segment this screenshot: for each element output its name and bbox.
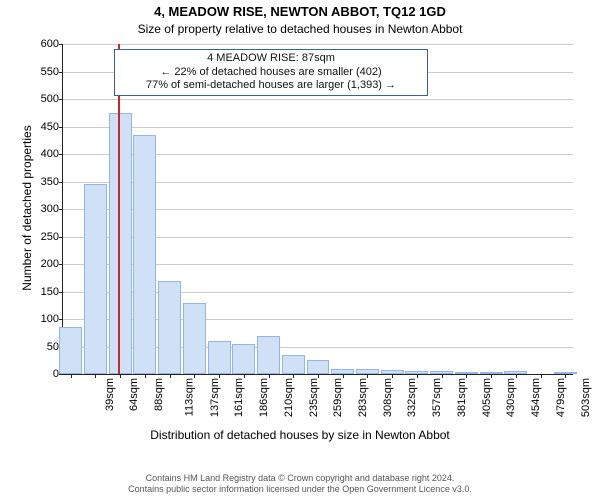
chart-x-tick-label: 405sqm xyxy=(481,378,493,417)
chart-x-tick-label: 479sqm xyxy=(555,378,567,417)
chart-x-tick-mark xyxy=(71,374,72,378)
chart-x-tick-mark xyxy=(516,374,517,378)
chart-y-tick-label: 350 xyxy=(41,176,63,188)
chart-x-axis-label: Distribution of detached houses by size … xyxy=(0,428,600,442)
chart-annotation-line: ← 22% of detached houses are smaller (40… xyxy=(121,66,421,80)
chart-x-tick-label: 137sqm xyxy=(209,378,221,417)
chart-x-tick-label: 259sqm xyxy=(332,378,344,417)
chart-y-tick-label: 250 xyxy=(41,231,63,243)
chart-x-tick-label: 235sqm xyxy=(308,378,320,417)
chart-x-tick-label: 88sqm xyxy=(153,378,165,411)
chart-x-tick-label: 381sqm xyxy=(456,378,468,417)
chart-title-main: 4, MEADOW RISE, NEWTON ABBOT, TQ12 1GD xyxy=(0,4,600,19)
chart-bar xyxy=(232,344,255,374)
chart-x-tick-label: 210sqm xyxy=(283,378,295,417)
chart-y-tick-label: 100 xyxy=(41,313,63,325)
chart-x-tick-mark xyxy=(367,374,368,378)
chart-x-tick-mark xyxy=(417,374,418,378)
chart-x-tick-mark xyxy=(194,374,195,378)
chart-x-tick-mark xyxy=(343,374,344,378)
chart-x-tick-label: 454sqm xyxy=(530,378,542,417)
chart-y-tick-label: 500 xyxy=(41,93,63,105)
chart-x-tick-mark xyxy=(491,374,492,378)
chart-bar xyxy=(282,355,305,374)
chart-grid-line xyxy=(63,127,573,128)
chart-bar xyxy=(59,327,82,374)
chart-footer: Contains HM Land Registry data © Crown c… xyxy=(0,473,600,494)
chart-annotation-box: 4 MEADOW RISE: 87sqm← 22% of detached ho… xyxy=(114,49,428,96)
chart-bar xyxy=(307,360,330,374)
chart-y-tick-label: 550 xyxy=(41,66,63,78)
chart-grid-line xyxy=(63,44,573,45)
chart-x-tick-mark xyxy=(120,374,121,378)
chart-x-tick-mark xyxy=(565,374,566,378)
chart-bar xyxy=(257,336,280,375)
chart-title-sub: Size of property relative to detached ho… xyxy=(0,22,600,36)
chart-x-tick-label: 161sqm xyxy=(233,378,245,417)
chart-x-tick-mark xyxy=(466,374,467,378)
chart-bar xyxy=(158,281,181,375)
chart-y-tick-label: 400 xyxy=(41,148,63,160)
chart-y-tick-label: 450 xyxy=(41,121,63,133)
chart-plot-area: 05010015020025030035040045050055060039sq… xyxy=(62,44,573,375)
chart-footer-line: Contains public sector information licen… xyxy=(0,484,600,494)
chart-y-tick-label: 150 xyxy=(41,286,63,298)
chart-y-tick-label: 300 xyxy=(41,203,63,215)
chart-x-tick-label: 186sqm xyxy=(258,378,270,417)
chart-x-tick-mark xyxy=(541,374,542,378)
chart-x-tick-label: 332sqm xyxy=(407,378,419,417)
chart-bar xyxy=(109,113,132,374)
chart-x-tick-mark xyxy=(442,374,443,378)
chart-x-tick-mark xyxy=(170,374,171,378)
chart-bar xyxy=(183,303,206,375)
chart-x-tick-mark xyxy=(244,374,245,378)
chart-x-tick-label: 283sqm xyxy=(357,378,369,417)
chart-x-tick-mark xyxy=(269,374,270,378)
chart-bar xyxy=(84,184,107,374)
chart-y-axis-label: Number of detached properties xyxy=(20,123,34,293)
chart-x-tick-label: 430sqm xyxy=(506,378,518,417)
chart-footer-line: Contains HM Land Registry data © Crown c… xyxy=(0,473,600,483)
chart-x-tick-mark xyxy=(392,374,393,378)
chart-x-tick-label: 39sqm xyxy=(104,378,116,411)
chart-x-tick-mark xyxy=(145,374,146,378)
chart-y-tick-label: 600 xyxy=(41,38,63,50)
chart-x-tick-mark xyxy=(219,374,220,378)
chart-y-tick-label: 200 xyxy=(41,258,63,270)
chart-annotation-line: 4 MEADOW RISE: 87sqm xyxy=(121,52,421,66)
chart-x-tick-mark xyxy=(318,374,319,378)
chart-x-tick-label: 113sqm xyxy=(183,378,195,416)
chart-container: { "chart": { "type": "histogram", "title… xyxy=(0,0,600,500)
chart-x-tick-label: 64sqm xyxy=(128,378,140,411)
chart-x-tick-label: 503sqm xyxy=(580,378,592,417)
chart-x-tick-label: 308sqm xyxy=(382,378,394,417)
chart-x-tick-label: 357sqm xyxy=(431,378,443,417)
chart-bar xyxy=(208,341,231,374)
chart-x-tick-mark xyxy=(293,374,294,378)
chart-annotation-line: 77% of semi-detached houses are larger (… xyxy=(121,79,421,93)
chart-bar xyxy=(133,135,156,374)
chart-x-tick-mark xyxy=(95,374,96,378)
chart-grid-line xyxy=(63,99,573,100)
